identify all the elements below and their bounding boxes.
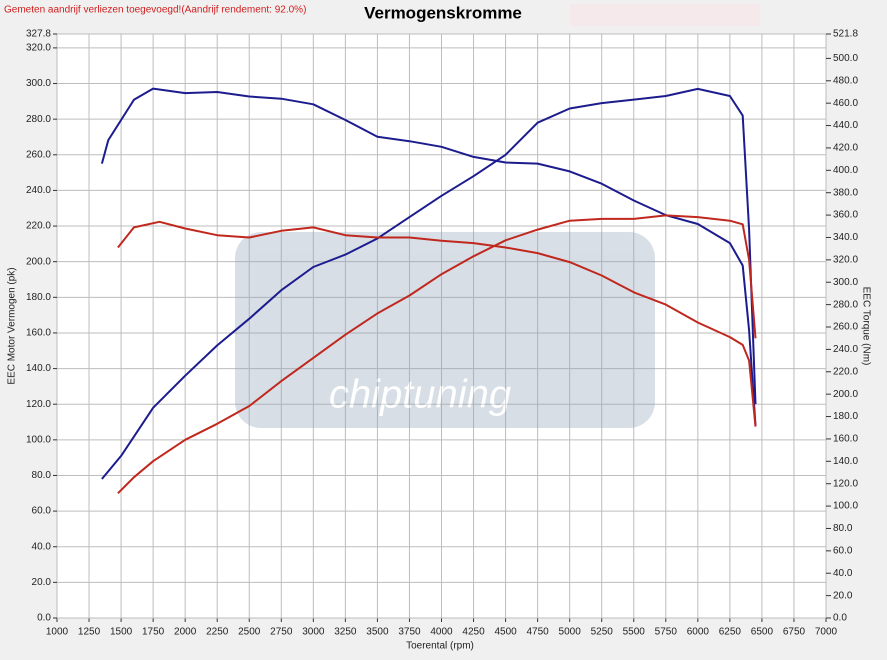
y-tick-label: 80.0 [32, 470, 52, 481]
x-tick-label: 6000 [687, 627, 710, 638]
y-tick-label: 60.0 [32, 506, 52, 517]
y2-tick-label: 40.0 [833, 568, 853, 579]
y2-tick-label: 400.0 [833, 165, 858, 176]
chart-title: Vermogenskromme [364, 3, 522, 22]
x-tick-label: 6750 [783, 627, 806, 638]
y2-tick-label: 100.0 [833, 501, 858, 512]
x-tick-label: 3250 [334, 627, 357, 638]
x-tick-label: 5500 [623, 627, 646, 638]
data-line [100, 87, 757, 426]
y-axis-label: EEC Motor Vermogen (pk) [7, 267, 18, 384]
y2-tick-label: 160.0 [833, 434, 858, 445]
x-axis-label: Toerental (rpm) [406, 641, 474, 652]
y-tick-label: 200.0 [26, 256, 51, 267]
x-tick-label: 1750 [142, 627, 165, 638]
watermark-text: chiptuning [329, 373, 511, 417]
x-tick-label: 2750 [270, 627, 293, 638]
x-tick-label: 5250 [591, 627, 614, 638]
y2-tick-label: 460.0 [833, 98, 858, 109]
y2-tick-label: 360.0 [833, 210, 858, 221]
x-tick-label: 1000 [46, 627, 69, 638]
y2-tick-label: 280.0 [833, 299, 858, 310]
y-tick-label: 100.0 [26, 434, 51, 445]
header-box [570, 4, 760, 26]
x-tick-label: 5000 [559, 627, 582, 638]
y-tick-label: 327.8 [26, 29, 51, 40]
x-tick-label: 1250 [78, 627, 101, 638]
y2-tick-label: 0.0 [833, 613, 847, 624]
y-tick-label: 40.0 [32, 541, 52, 552]
x-tick-label: 4500 [494, 627, 517, 638]
y-tick-label: 180.0 [26, 292, 51, 303]
series-layer [100, 87, 757, 495]
y-tick-label: 160.0 [26, 328, 51, 339]
y2-tick-label: 260.0 [833, 322, 858, 333]
y2-tick-label: 120.0 [833, 478, 858, 489]
x-tick-label: 4250 [462, 627, 485, 638]
y2-tick-label: 300.0 [833, 277, 858, 288]
y-tick-label: 240.0 [26, 185, 51, 196]
y2-tick-label: 220.0 [833, 366, 858, 377]
y2-tick-label: 240.0 [833, 344, 858, 355]
y2-tick-label: 380.0 [833, 187, 858, 198]
x-tick-label: 6500 [751, 627, 774, 638]
y2-tick-label: 500.0 [833, 53, 858, 64]
x-tick-label: 2500 [238, 627, 261, 638]
x-tick-label: 3750 [398, 627, 421, 638]
y2-tick-label: 20.0 [833, 590, 853, 601]
x-tick-label: 2250 [206, 627, 229, 638]
y-tick-label: 0.0 [37, 613, 51, 624]
x-tick-label: 6250 [719, 627, 742, 638]
x-tick-label: 4750 [527, 627, 550, 638]
x-tick-label: 3500 [366, 627, 389, 638]
y2-tick-label: 340.0 [833, 232, 858, 243]
y2-tick-label: 480.0 [833, 75, 858, 86]
watermark-logo: chiptuning [235, 232, 655, 428]
y2-tick-label: 420.0 [833, 143, 858, 154]
logo-box [235, 232, 655, 428]
data-line [117, 220, 757, 427]
y-tick-label: 280.0 [26, 114, 51, 125]
y2-axis-label: EEC Torque (Nm) [860, 287, 871, 366]
x-tick-label: 1500 [110, 627, 133, 638]
y2-tick-label: 440.0 [833, 120, 858, 131]
y2-tick-label: 200.0 [833, 389, 858, 400]
x-tick-label: 3000 [302, 627, 325, 638]
x-tick-label: 2000 [174, 627, 197, 638]
x-tick-label: 7000 [815, 627, 838, 638]
y2-tick-label: 80.0 [833, 523, 853, 534]
y2-tick-label: 140.0 [833, 456, 858, 467]
x-tick-label: 4000 [430, 627, 453, 638]
x-tick-label: 5750 [655, 627, 678, 638]
y-tick-label: 260.0 [26, 149, 51, 160]
y-tick-label: 140.0 [26, 363, 51, 374]
y2-tick-label: 521.8 [833, 29, 858, 40]
y-tick-label: 20.0 [32, 577, 52, 588]
y-tick-label: 120.0 [26, 399, 51, 410]
y-tick-label: 300.0 [26, 78, 51, 89]
data-line [101, 87, 757, 480]
y2-tick-label: 60.0 [833, 545, 853, 556]
note: Gemeten aandrijf verliezen toegevoegd!(A… [4, 5, 306, 16]
y2-tick-label: 320.0 [833, 254, 858, 265]
y2-tick-label: 180.0 [833, 411, 858, 422]
y-tick-label: 220.0 [26, 221, 51, 232]
y-tick-label: 320.0 [26, 43, 51, 54]
data-line [117, 214, 757, 495]
